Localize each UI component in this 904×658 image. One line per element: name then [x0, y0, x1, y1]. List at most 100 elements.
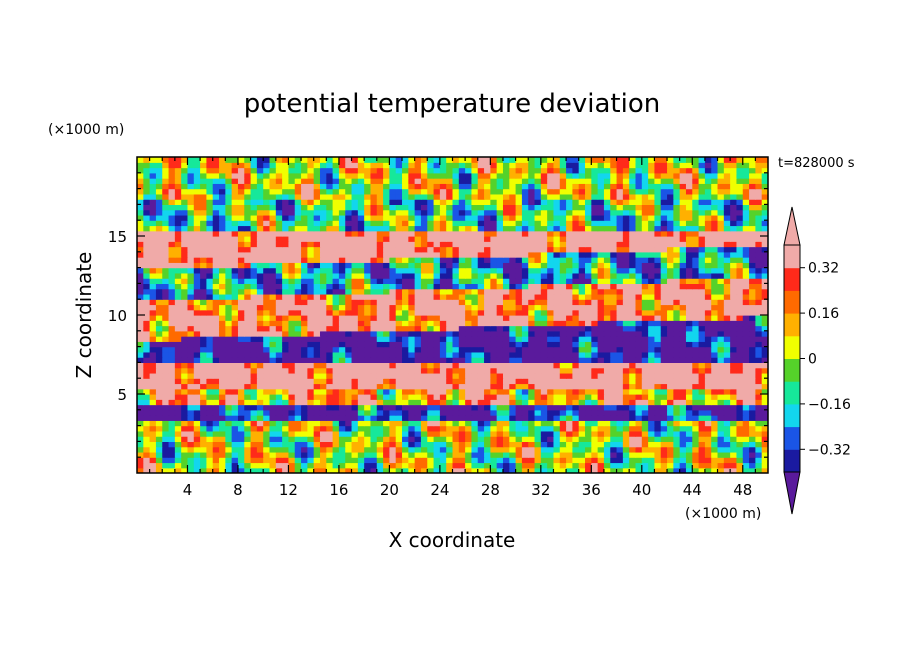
field-cell	[332, 394, 340, 400]
field-cell	[761, 272, 768, 279]
field-cell	[282, 320, 290, 327]
field-cell	[389, 351, 397, 358]
field-cell	[698, 441, 706, 448]
field-cell	[742, 309, 750, 316]
field-cell	[635, 267, 643, 274]
field-cell	[307, 288, 315, 295]
field-cell	[692, 451, 700, 458]
field-cell	[370, 214, 378, 221]
field-cell	[256, 404, 264, 411]
field-cell	[585, 351, 592, 358]
field-cell	[528, 341, 536, 348]
field-cell	[528, 267, 536, 274]
field-cell	[585, 325, 592, 332]
field-cell	[219, 467, 226, 473]
field-cell	[667, 451, 674, 458]
field-cell	[275, 246, 283, 253]
field-cell	[439, 441, 447, 448]
field-cell	[635, 315, 643, 321]
field-cell	[282, 283, 290, 290]
field-cell	[723, 336, 731, 342]
field-cell	[370, 451, 378, 458]
field-cell	[383, 462, 390, 469]
field-cell	[761, 336, 768, 342]
field-cell	[704, 214, 712, 221]
field-cell	[749, 420, 756, 427]
field-cell	[698, 409, 706, 416]
field-cell	[553, 420, 561, 427]
field-cell	[761, 441, 768, 448]
field-cell	[673, 309, 681, 316]
field-cell	[395, 315, 403, 321]
field-cell	[742, 336, 750, 342]
field-cell	[383, 257, 390, 263]
field-cell	[736, 330, 744, 337]
field-cell	[597, 425, 605, 432]
field-cell	[414, 430, 422, 437]
field-cell	[559, 394, 567, 400]
field-cell	[723, 246, 731, 253]
field-cell	[742, 346, 750, 353]
field-cell	[692, 236, 700, 242]
field-cell	[452, 320, 460, 327]
field-cell	[566, 467, 573, 473]
field-cell	[288, 320, 296, 327]
field-cell	[458, 251, 466, 258]
field-cell	[641, 457, 649, 464]
field-cell	[200, 288, 208, 295]
field-cell	[345, 225, 353, 232]
field-cell	[357, 299, 365, 306]
field-cell	[635, 262, 643, 269]
field-cell	[206, 441, 214, 448]
field-cell	[723, 362, 731, 369]
field-cell	[477, 425, 485, 432]
field-cell	[477, 467, 485, 473]
field-cell	[761, 394, 768, 400]
field-cell	[231, 451, 239, 458]
field-cell	[383, 315, 390, 321]
field-cell	[761, 367, 768, 374]
field-cell	[408, 383, 416, 390]
field-cell	[351, 278, 359, 284]
field-cell	[736, 415, 744, 421]
field-cell	[319, 409, 327, 416]
field-cell	[578, 430, 586, 437]
field-cell	[332, 293, 340, 300]
field-cell	[420, 383, 428, 390]
field-cell	[187, 283, 195, 290]
field-cell	[256, 241, 264, 248]
field-cell	[509, 225, 517, 232]
field-cell	[629, 346, 637, 353]
field-cell	[685, 457, 693, 464]
field-cell	[294, 278, 302, 284]
field-cell	[711, 420, 719, 427]
field-cell	[244, 378, 252, 385]
field-cell	[578, 425, 586, 432]
field-cell	[685, 325, 693, 332]
field-cell	[269, 225, 277, 232]
field-cell	[641, 293, 649, 300]
field-cell	[622, 272, 630, 279]
field-cell	[370, 436, 378, 442]
field-cell	[610, 378, 618, 385]
field-cell	[755, 441, 763, 448]
field-cell	[402, 293, 409, 300]
field-cell	[502, 272, 510, 279]
field-cell	[326, 214, 334, 221]
field-cell	[667, 351, 674, 358]
field-cell	[162, 293, 170, 300]
field-cell	[219, 346, 226, 353]
field-cell	[187, 341, 195, 348]
field-cell	[610, 425, 618, 432]
field-cell	[723, 446, 731, 453]
field-cell	[629, 209, 637, 216]
field-cell	[679, 293, 687, 300]
field-cell	[357, 362, 365, 369]
field-cell	[578, 378, 586, 385]
field-cell	[484, 209, 491, 216]
field-cell	[717, 220, 725, 227]
field-cell	[496, 293, 504, 300]
field-cell	[181, 320, 189, 327]
field-cell	[383, 330, 390, 337]
field-cell	[364, 230, 372, 237]
